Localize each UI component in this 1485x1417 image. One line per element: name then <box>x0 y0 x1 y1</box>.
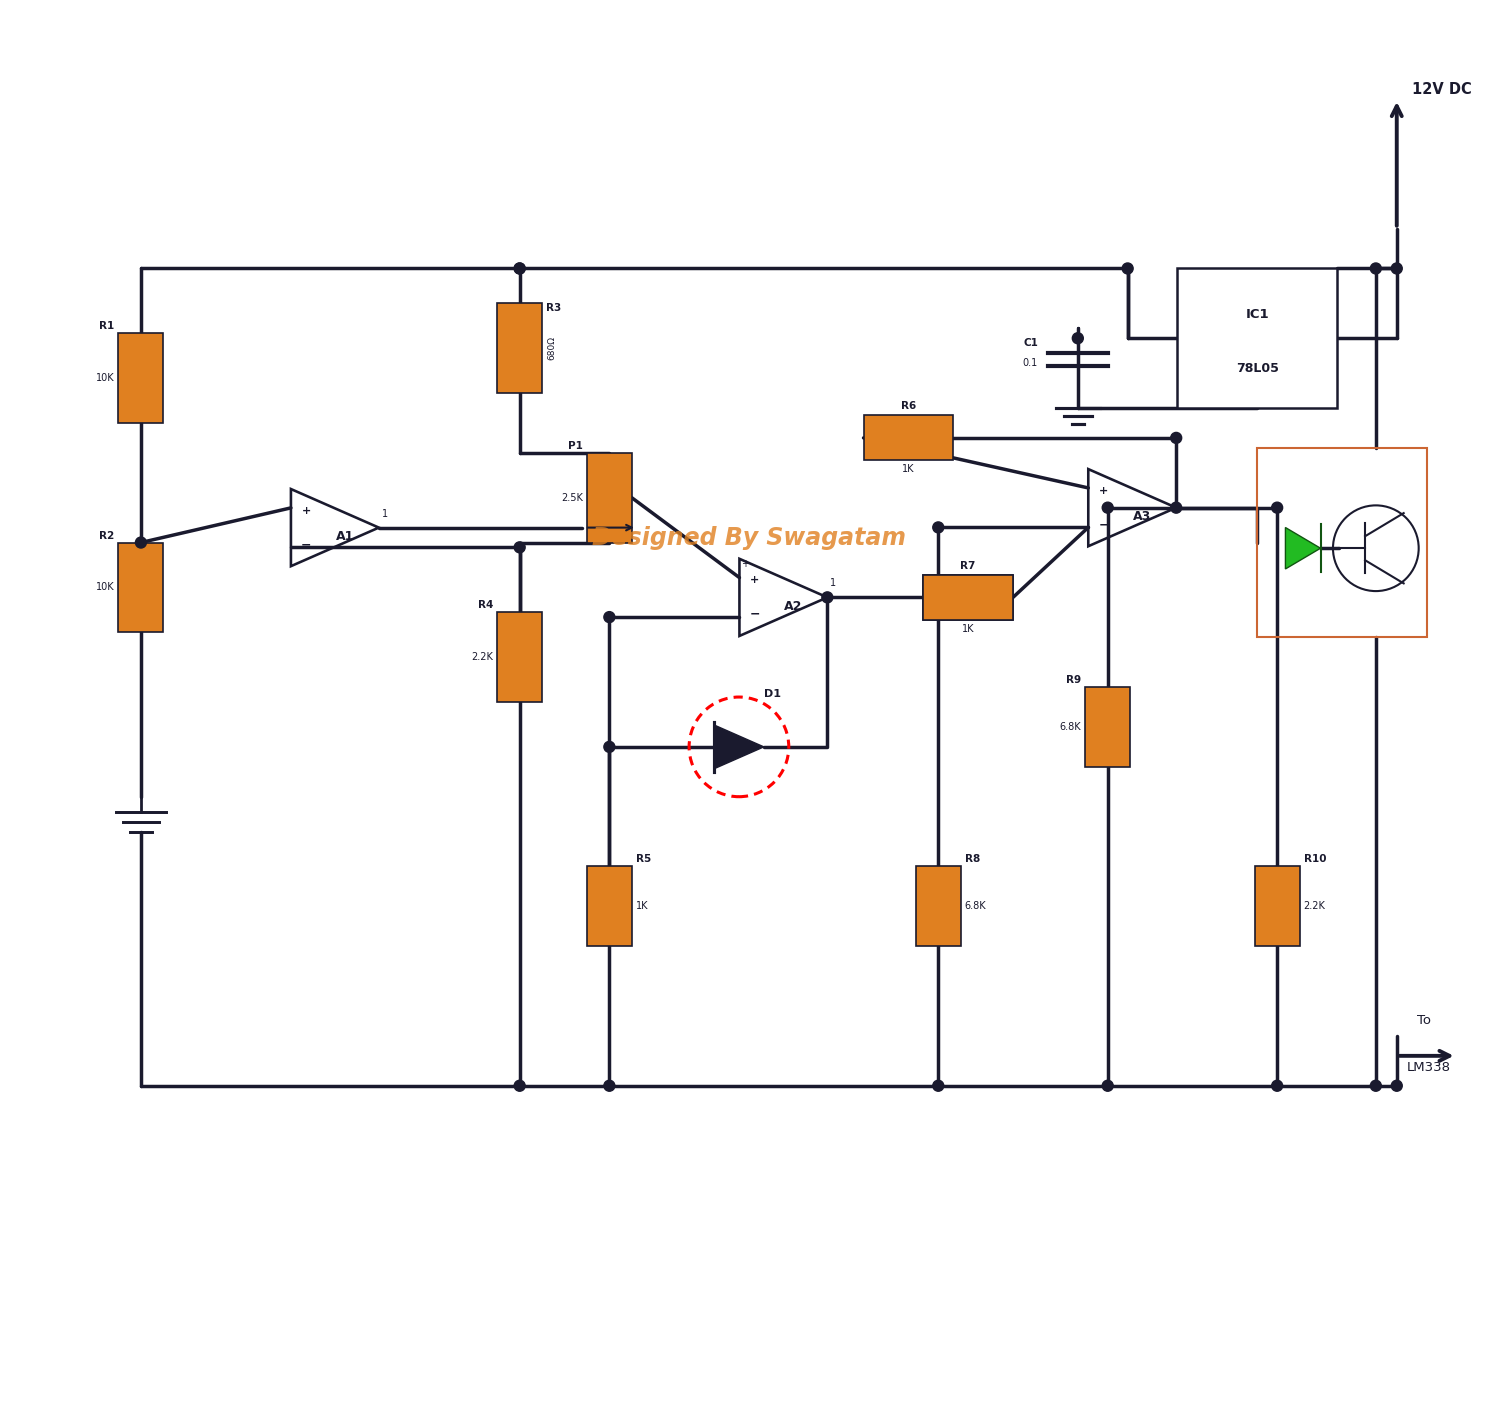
Text: +: + <box>750 575 759 585</box>
Circle shape <box>1271 1080 1283 1091</box>
Bar <box>1178 268 1336 408</box>
Bar <box>587 453 631 543</box>
Text: +: + <box>301 506 310 516</box>
Text: +: + <box>1099 486 1108 496</box>
Text: +: + <box>741 558 750 568</box>
Text: −: − <box>1099 519 1109 531</box>
Circle shape <box>1102 502 1114 513</box>
Bar <box>1086 687 1130 767</box>
Text: −: − <box>750 608 760 621</box>
Text: −: − <box>301 538 312 551</box>
Bar <box>916 866 961 947</box>
Text: R6: R6 <box>901 401 916 411</box>
Text: 1K: 1K <box>636 901 649 911</box>
Text: 10K: 10K <box>97 373 114 383</box>
Text: Designed By Swagatam: Designed By Swagatam <box>593 526 906 550</box>
Text: 0.1: 0.1 <box>1023 359 1038 368</box>
Text: R3: R3 <box>546 303 561 313</box>
Text: 1: 1 <box>830 578 836 588</box>
Text: 6.8K: 6.8K <box>965 901 986 911</box>
Text: 1: 1 <box>382 509 388 519</box>
Circle shape <box>1170 502 1182 513</box>
Circle shape <box>604 741 615 752</box>
Bar <box>924 575 1013 619</box>
Circle shape <box>933 521 944 533</box>
Circle shape <box>604 612 615 622</box>
Text: A1: A1 <box>336 530 353 543</box>
Text: 1K: 1K <box>962 623 974 633</box>
Circle shape <box>1271 502 1283 513</box>
Circle shape <box>1072 333 1083 344</box>
Text: C1: C1 <box>1023 339 1038 349</box>
Text: 680Ω: 680Ω <box>546 336 555 360</box>
Text: 78L05: 78L05 <box>1236 363 1279 376</box>
Text: R2: R2 <box>99 530 114 540</box>
Polygon shape <box>1286 527 1320 570</box>
Circle shape <box>1371 264 1381 273</box>
Circle shape <box>1391 1080 1402 1091</box>
Text: R4: R4 <box>478 601 493 611</box>
Circle shape <box>604 1080 615 1091</box>
Text: LM338: LM338 <box>1406 1061 1451 1074</box>
Text: A3: A3 <box>1133 510 1151 523</box>
Circle shape <box>1391 264 1402 273</box>
Circle shape <box>514 1080 526 1091</box>
Text: 2.5K: 2.5K <box>561 493 584 503</box>
Bar <box>1258 448 1427 638</box>
Text: 10K: 10K <box>97 582 114 592</box>
Text: R7: R7 <box>961 561 976 571</box>
Circle shape <box>1170 432 1182 444</box>
Text: 12V DC: 12V DC <box>1412 82 1472 96</box>
Bar <box>497 612 542 701</box>
Polygon shape <box>714 726 763 769</box>
Bar <box>924 575 1013 619</box>
Text: P1: P1 <box>569 441 584 451</box>
Text: R8: R8 <box>965 854 980 864</box>
Bar <box>497 303 542 393</box>
Circle shape <box>1123 264 1133 273</box>
Text: To: To <box>1417 1015 1430 1027</box>
Text: 1K: 1K <box>901 465 915 475</box>
Text: 2.2K: 2.2K <box>1304 901 1326 911</box>
Circle shape <box>821 592 833 602</box>
Circle shape <box>514 264 526 273</box>
Text: 2.2K: 2.2K <box>471 652 493 662</box>
Bar <box>863 415 953 461</box>
Text: A2: A2 <box>784 599 802 612</box>
Circle shape <box>1102 1080 1114 1091</box>
Text: R1: R1 <box>99 322 114 332</box>
Circle shape <box>1371 1080 1381 1091</box>
Bar <box>119 333 163 422</box>
Text: R5: R5 <box>636 854 650 864</box>
Bar <box>1255 866 1299 947</box>
Bar <box>587 866 631 947</box>
Text: 6.8K: 6.8K <box>1060 721 1081 733</box>
Circle shape <box>933 1080 944 1091</box>
Text: R10: R10 <box>1304 854 1326 864</box>
Text: IC1: IC1 <box>1246 307 1270 322</box>
Circle shape <box>135 537 147 548</box>
Circle shape <box>514 541 526 553</box>
Circle shape <box>514 264 526 273</box>
Text: D1: D1 <box>763 689 781 699</box>
Bar <box>119 543 163 632</box>
Text: R9: R9 <box>1066 674 1081 684</box>
